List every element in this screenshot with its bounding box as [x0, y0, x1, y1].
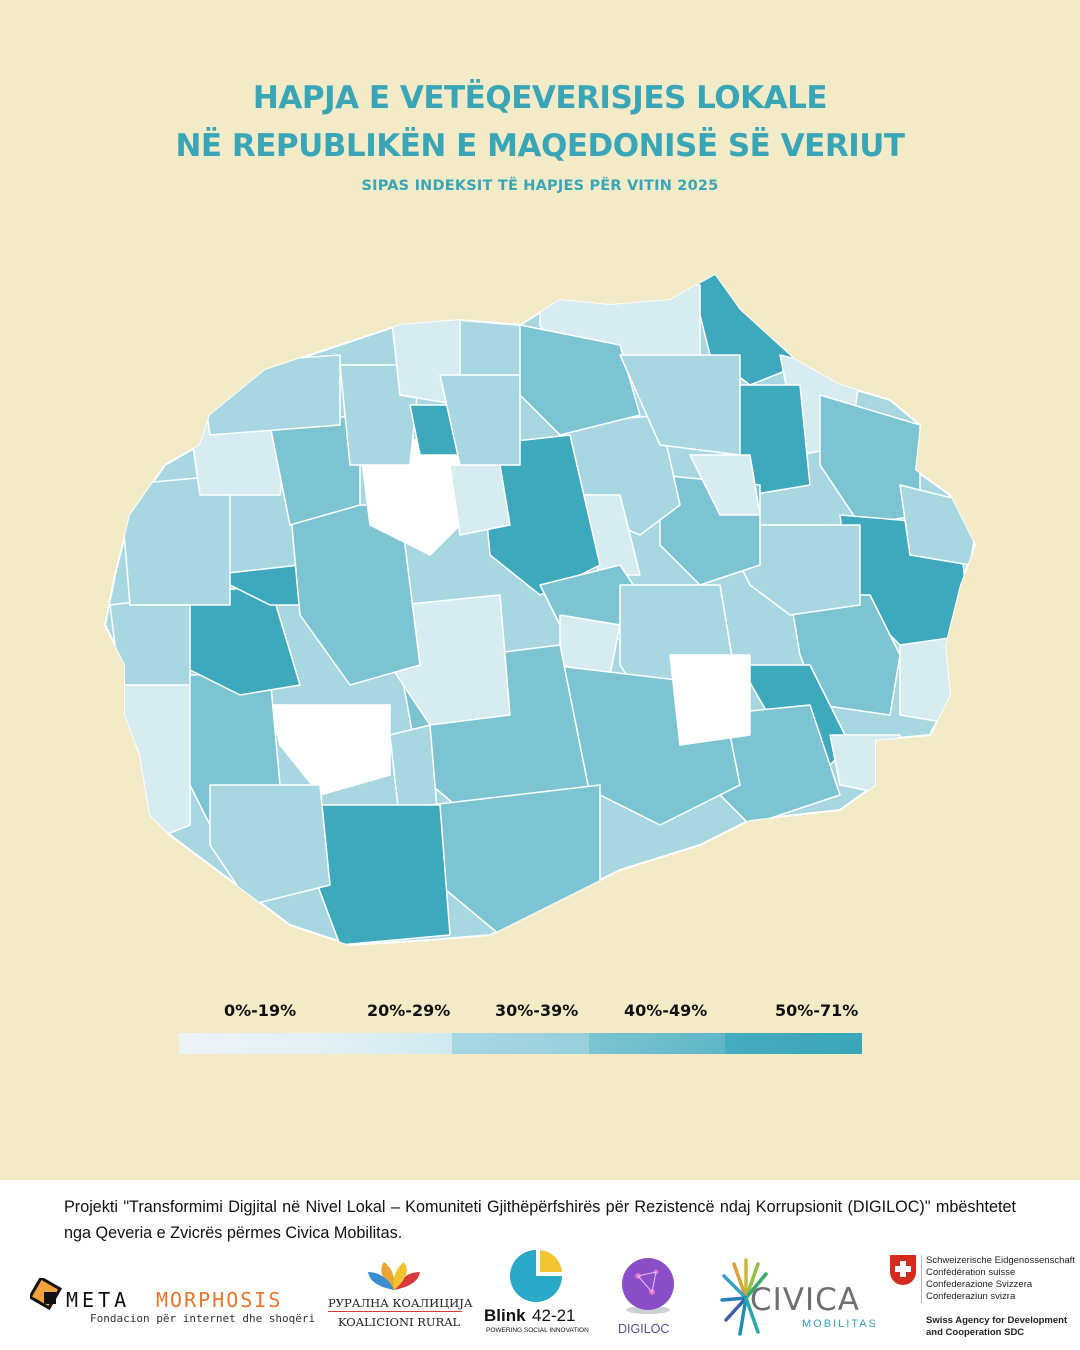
municipality[interactable]: [449, 464, 511, 536]
digiloc-text: DIGILOC: [618, 1322, 670, 1336]
municipality[interactable]: [109, 684, 191, 846]
municipality[interactable]: [559, 614, 621, 676]
blink-logo[interactable]: Blink 42-21 POWERING SOCIAL INNOVATION: [484, 1250, 594, 1340]
blink-name: Blink: [484, 1306, 526, 1325]
swiss-agency-line-2: and Cooperation SDC: [926, 1327, 1025, 1338]
legend-label-class-4: 40%-49%: [624, 1001, 708, 1020]
digiloc-logo[interactable]: DIGILOC: [612, 1252, 684, 1340]
rural-coalition-albanian: KOALICIONI RURAL: [338, 1315, 461, 1329]
municipality[interactable]: [109, 594, 191, 686]
swiss-divider: [921, 1255, 922, 1303]
municipality[interactable]: [209, 784, 331, 906]
swiss-line-2: Confédération suisse: [926, 1267, 1016, 1278]
municipality[interactable]: [689, 454, 761, 516]
swiss-line-1: Schweizerische Eidgenossenschaft: [926, 1255, 1075, 1266]
metamorphosis-meta-text: META: [66, 1288, 131, 1312]
municipality[interactable]: [899, 634, 971, 726]
metamorphosis-icon: [30, 1278, 63, 1311]
digiloc-icon: [622, 1258, 674, 1314]
blink-number: 42-21: [532, 1306, 576, 1325]
legend-label-class-1: 0%-19%: [224, 1001, 297, 1020]
swiss-line-4: Confederaziun svizra: [926, 1291, 1016, 1302]
map-subtitle: SIPAS INDEKSIT TË HAPJES PËR VITIN 2025: [361, 178, 719, 194]
civica-sunburst-icon: [720, 1258, 768, 1336]
swiss-flag-icon: [890, 1255, 916, 1285]
legend-label-class-3: 30%-39%: [495, 1001, 579, 1020]
municipality[interactable]: [199, 354, 341, 436]
municipality[interactable]: [119, 474, 231, 606]
municipality[interactable]: [619, 354, 741, 456]
metamorphosis-tagline: Fondacion për internet dhe shoqëri: [90, 1312, 316, 1325]
civica-mobilitas-logo[interactable]: CIVICA MOBILITAS: [718, 1254, 883, 1340]
rural-coalition-logo[interactable]: РУРАЛНА КОАЛИЦИЈА KOALICIONI RURAL: [328, 1258, 473, 1333]
municipality[interactable]: [439, 374, 521, 466]
blink-icon: [510, 1250, 562, 1302]
choropleth-map: [103, 273, 980, 947]
swiss-agency-line-1: Swiss Agency for Development: [926, 1315, 1068, 1326]
swiss-sdc-logo[interactable]: Schweizerische Eidgenossenschaft Confédé…: [890, 1255, 1075, 1340]
footer-project-text: Projekti "Transformimi Digjital në Nivel…: [64, 1198, 1016, 1242]
civica-text: CIVICA: [750, 1282, 860, 1318]
rural-coalition-divider: [328, 1311, 462, 1312]
legend-color-bar: [179, 1033, 862, 1054]
mobilitas-text: MOBILITAS: [802, 1318, 878, 1330]
legend-label-class-2: 20%-29%: [367, 1001, 451, 1020]
municipality[interactable]: [519, 324, 641, 436]
municipality[interactable]: [269, 704, 391, 796]
legend-label-class-5: 50%-71%: [775, 1001, 859, 1020]
metamorphosis-morphosis-text: MORPHOSIS: [156, 1288, 283, 1312]
rural-coalition-cyrillic: РУРАЛНА КОАЛИЦИЈА: [328, 1296, 473, 1310]
rural-coalition-icon: [368, 1262, 420, 1290]
blink-tagline: POWERING SOCIAL INNOVATION: [486, 1327, 589, 1334]
map-title-line-1: HAPJA E VETËQEVERISJES LOKALE: [252, 80, 828, 116]
metamorphosis-logo[interactable]: META MORPHOSIS Fondacion për internet dh…: [30, 1278, 320, 1333]
map-title-line-2: NË REPUBLIKËN E MAQEDONISË SË VERIUT: [175, 128, 905, 164]
municipality[interactable]: [669, 654, 751, 746]
municipality[interactable]: [899, 484, 980, 566]
swiss-line-3: Confederazione Svizzera: [926, 1279, 1033, 1290]
